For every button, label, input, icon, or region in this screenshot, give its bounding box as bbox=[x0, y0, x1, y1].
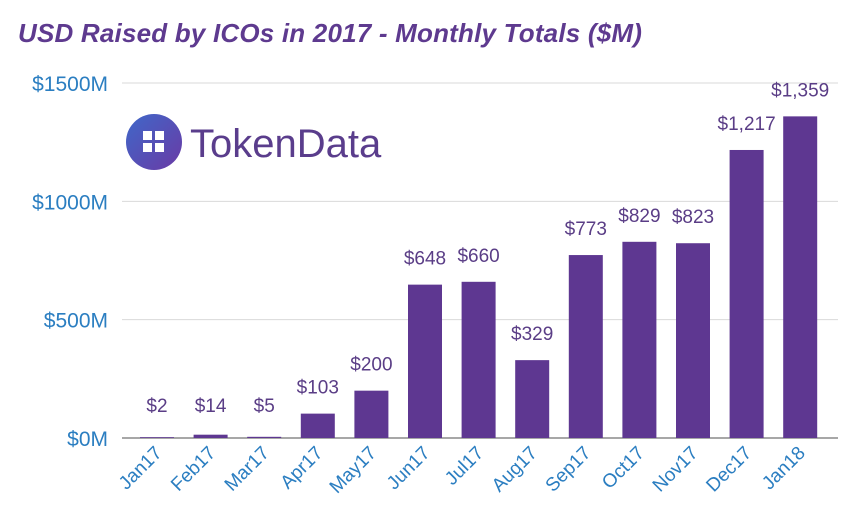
logo-square bbox=[155, 143, 164, 152]
x-tick-label: Aug17 bbox=[488, 443, 542, 497]
data-label: $329 bbox=[511, 324, 553, 345]
bar-may17 bbox=[354, 390, 389, 438]
bar-oct17 bbox=[622, 241, 657, 438]
y-tick-label: $1500M bbox=[32, 73, 108, 96]
data-label: $1,217 bbox=[718, 114, 776, 135]
x-tick-label: Jun17 bbox=[383, 443, 434, 494]
bar-feb17 bbox=[193, 434, 228, 438]
x-tick-label: Nov17 bbox=[649, 443, 703, 497]
bar-jul17 bbox=[461, 281, 496, 438]
data-label: $14 bbox=[195, 396, 227, 417]
logo-text: TokenData bbox=[190, 122, 382, 166]
bar-sep17 bbox=[568, 255, 603, 438]
data-label: $648 bbox=[404, 249, 446, 270]
bar-nov17 bbox=[676, 243, 710, 438]
logo-square bbox=[155, 131, 164, 140]
bar-jun17 bbox=[408, 284, 442, 438]
data-label: $2 bbox=[146, 396, 167, 417]
x-tick-label: Mar17 bbox=[221, 443, 274, 496]
y-tick-label: $0M bbox=[67, 428, 108, 451]
x-tick-label: May17 bbox=[326, 443, 381, 498]
x-tick-label: Oct17 bbox=[598, 443, 649, 494]
x-tick-label: Sep17 bbox=[542, 443, 596, 497]
data-label: $200 bbox=[350, 355, 392, 376]
bars bbox=[140, 116, 818, 439]
bar-apr17 bbox=[300, 413, 335, 438]
bar-dec17 bbox=[729, 149, 764, 438]
tokendata-logo: TokenData bbox=[126, 114, 382, 170]
logo-square bbox=[143, 143, 152, 152]
x-tick-label: Jul17 bbox=[441, 443, 488, 490]
x-tick-label: Jan17 bbox=[115, 443, 166, 494]
data-label: $5 bbox=[254, 396, 275, 417]
y-axis: $0M $500M $1000M $1500M bbox=[32, 73, 108, 451]
data-label: $773 bbox=[565, 219, 607, 240]
data-label: $660 bbox=[457, 246, 499, 267]
data-label: $103 bbox=[297, 378, 339, 399]
data-label: $829 bbox=[618, 206, 660, 227]
chart-title: USD Raised by ICOs in 2017 - Monthly Tot… bbox=[18, 18, 643, 48]
x-tick-label: Dec17 bbox=[702, 443, 756, 497]
bar-aug17 bbox=[515, 360, 550, 438]
bar-jan18 bbox=[783, 116, 818, 439]
y-tick-label: $500M bbox=[44, 310, 108, 333]
grid-squares-icon bbox=[126, 114, 182, 170]
bar-mar17 bbox=[247, 436, 282, 438]
x-tick-label: Jan18 bbox=[758, 443, 809, 494]
data-labels: $2 $14 $5 $103 $200 $648 $660 $329 $773 $829 $823 $… bbox=[146, 80, 829, 417]
x-tick-label: Feb17 bbox=[167, 443, 220, 496]
bar-jan17 bbox=[140, 437, 174, 438]
logo-square bbox=[143, 131, 152, 140]
data-label: $823 bbox=[672, 207, 714, 228]
y-tick-label: $1000M bbox=[32, 191, 108, 214]
data-label: $1,359 bbox=[771, 80, 829, 101]
x-tick-label: Apr17 bbox=[277, 443, 328, 494]
